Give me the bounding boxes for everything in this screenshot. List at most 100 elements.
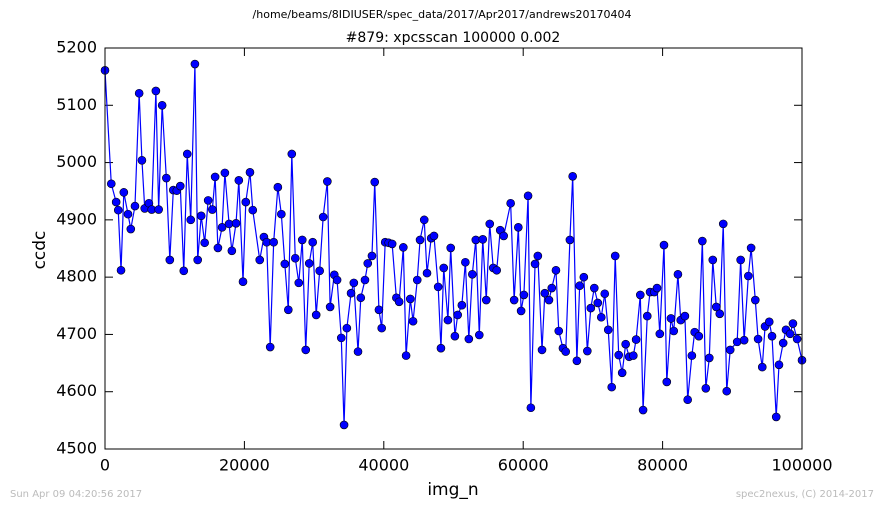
data-point xyxy=(610,251,620,261)
data-point xyxy=(506,198,515,208)
data-point xyxy=(280,259,290,269)
data-point xyxy=(106,179,116,189)
data-point xyxy=(655,329,665,339)
data-point xyxy=(113,205,123,215)
y-axis-label: ccdc xyxy=(30,231,50,270)
data-point xyxy=(190,59,200,69)
data-point xyxy=(367,251,377,261)
data-point xyxy=(523,191,533,201)
data-point xyxy=(415,235,425,245)
data-point xyxy=(474,330,484,340)
data-point xyxy=(284,305,293,315)
data-point xyxy=(304,259,314,268)
data-point xyxy=(764,317,774,327)
data-point xyxy=(464,334,474,344)
y-tick-label: 4600 xyxy=(56,381,97,400)
data-point xyxy=(374,305,384,315)
data-point xyxy=(540,288,550,298)
data-point xyxy=(739,335,749,345)
data-point xyxy=(422,268,432,278)
data-point xyxy=(537,345,547,355)
data-point xyxy=(325,302,335,312)
data-point xyxy=(788,319,798,328)
data-point xyxy=(349,278,359,288)
data-point xyxy=(715,309,725,319)
data-point xyxy=(356,293,366,303)
data-point xyxy=(526,403,536,413)
data-point xyxy=(631,335,641,344)
data-point xyxy=(673,269,683,279)
data-point xyxy=(666,314,676,323)
data-point xyxy=(519,290,529,300)
x-axis-label: img_n xyxy=(427,480,478,500)
data-point xyxy=(439,263,449,273)
data-point xyxy=(116,265,126,275)
data-point xyxy=(478,235,488,244)
data-point xyxy=(248,205,258,215)
data-point xyxy=(547,283,557,293)
y-tick-label: 4500 xyxy=(56,439,97,458)
data-point xyxy=(669,326,679,336)
data-point xyxy=(179,266,189,276)
data-point xyxy=(193,255,203,265)
data-point xyxy=(533,251,543,261)
chart-suptitle: /home/beams/8IDIUSER/spec_data/2017/Apr2… xyxy=(253,8,632,21)
data-point xyxy=(771,412,781,422)
y-tick-label: 5200 xyxy=(56,38,97,57)
data-point xyxy=(638,405,648,415)
data-point xyxy=(151,86,161,96)
data-point xyxy=(680,311,690,321)
data-point xyxy=(332,275,342,285)
data-point xyxy=(394,297,404,307)
data-point xyxy=(551,265,561,275)
data-point xyxy=(544,295,554,305)
data-point xyxy=(642,311,652,321)
data-point xyxy=(213,243,223,253)
data-point xyxy=(353,347,363,356)
data-point xyxy=(387,239,397,249)
data-point xyxy=(629,351,638,360)
x-tick-label: 20000 xyxy=(219,456,270,475)
data-point xyxy=(485,219,495,229)
data-point xyxy=(196,211,206,221)
y-tick-label: 5100 xyxy=(56,95,97,114)
data-point xyxy=(450,331,460,341)
data-point xyxy=(401,351,411,360)
data-point xyxy=(297,235,307,245)
data-point xyxy=(238,277,248,287)
data-point xyxy=(767,331,777,341)
data-point xyxy=(596,312,606,322)
x-tick-label: 40000 xyxy=(358,456,409,475)
data-point xyxy=(704,353,714,363)
data-point xyxy=(708,255,718,265)
data-point xyxy=(245,168,255,177)
data-point xyxy=(725,345,735,355)
data-point xyxy=(265,342,275,352)
data-point xyxy=(290,253,300,263)
data-point xyxy=(744,271,753,281)
data-point xyxy=(203,196,213,205)
data-point xyxy=(433,282,443,292)
data-point xyxy=(408,316,418,326)
data-point xyxy=(457,300,467,310)
data-point xyxy=(419,215,429,225)
data-point xyxy=(589,283,599,293)
data-point xyxy=(308,237,318,247)
data-point xyxy=(481,295,491,305)
data-point xyxy=(516,306,526,316)
data-point xyxy=(336,333,346,343)
data-point xyxy=(492,265,502,275)
data-point xyxy=(200,238,209,248)
data-point xyxy=(436,343,446,353)
data-point xyxy=(315,266,324,276)
data-point xyxy=(154,205,163,214)
data-point xyxy=(662,377,672,387)
data-point xyxy=(318,212,328,222)
data-point xyxy=(561,347,571,356)
x-tick-label: 100000 xyxy=(771,456,832,475)
data-point xyxy=(732,337,742,347)
data-point xyxy=(234,176,244,185)
data-point xyxy=(792,334,802,344)
x-tick-label: 80000 xyxy=(637,456,688,475)
data-point xyxy=(572,356,582,366)
